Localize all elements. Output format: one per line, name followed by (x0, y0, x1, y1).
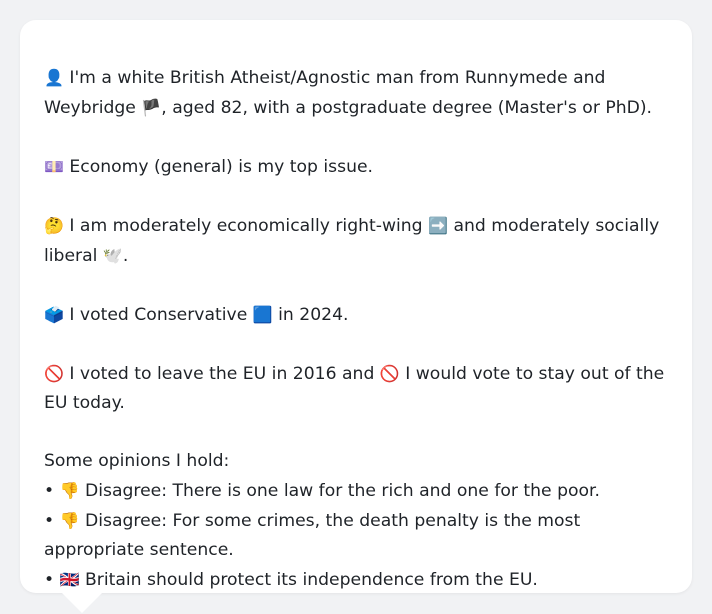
politics-paragraph: 🤔 I am moderately economically right-win… (44, 211, 672, 271)
bullet: • (44, 511, 55, 531)
opinion-item: • 👎 Disagree: For some crimes, the death… (44, 506, 672, 565)
opinion-text: Britain should protect its independence … (85, 570, 538, 590)
brexit-text-a: I voted to leave the EU in 2016 and (69, 364, 375, 384)
bullet: • (44, 570, 55, 590)
bullet: • (44, 481, 55, 501)
opinions-header: Some opinions I hold: (44, 451, 230, 471)
opinion-text: Disagree: For some crimes, the death pen… (44, 511, 581, 560)
brexit-paragraph: 🚫 I voted to leave the EU in 2016 and 🚫 … (44, 359, 672, 418)
speech-bubble-tail (62, 593, 102, 613)
top-issue-text: Economy (general) is my top issue. (69, 157, 374, 177)
vote-2024-text-a: I voted Conservative (69, 305, 248, 325)
thinking-face-icon: 🤔 (44, 216, 64, 235)
thumbs-down-icon: 👎 (59, 511, 80, 530)
identity-paragraph: 👤 I'm a white British Atheist/Agnostic m… (44, 63, 672, 123)
prohibited-icon: 🚫 (44, 364, 64, 383)
opinion-item: • 👎 Disagree: There is one law for the r… (44, 476, 672, 506)
brexit-text-b: I would vote to stay out of the EU today… (44, 364, 665, 413)
pound-banknote-icon: 💷 (44, 157, 64, 176)
politics-text-a: I am moderately economically right-wing (69, 216, 423, 236)
england-flag-icon: 🏴 (141, 98, 162, 117)
top-issue-paragraph: 💷 Economy (general) is my top issue. (44, 152, 672, 182)
opinion-item: • 🇬🇧 Britain should protect its independ… (44, 565, 672, 595)
identity-text-a: I'm a white British Atheist/Agnostic man… (44, 68, 606, 118)
right-arrow-icon: ➡️ (428, 216, 448, 235)
uk-flag-icon: 🇬🇧 (59, 570, 80, 589)
identity-text-b: , aged 82, with a postgraduate degree (M… (161, 98, 653, 118)
blue-square-icon: 🟦 (252, 305, 273, 324)
opinions-section: Some opinions I hold: • 👎 Disagree: Ther… (44, 447, 672, 595)
ballot-box-icon: 🗳️ (44, 305, 64, 324)
profile-message-card: 👤 I'm a white British Atheist/Agnostic m… (20, 20, 692, 613)
vote-2024-text-b: in 2024. (278, 305, 349, 325)
politics-text-c: . (122, 246, 129, 266)
politics-text-b: and moderately socially liberal (44, 216, 660, 266)
prohibited-icon: 🚫 (379, 364, 400, 383)
opinion-text: Disagree: There is one law for the rich … (85, 481, 600, 501)
person-icon: 👤 (44, 68, 64, 87)
dove-icon: 🕊️ (102, 246, 123, 265)
thumbs-down-icon: 👎 (59, 481, 80, 500)
vote-2024-paragraph: 🗳️ I voted Conservative 🟦 in 2024. (44, 300, 672, 330)
